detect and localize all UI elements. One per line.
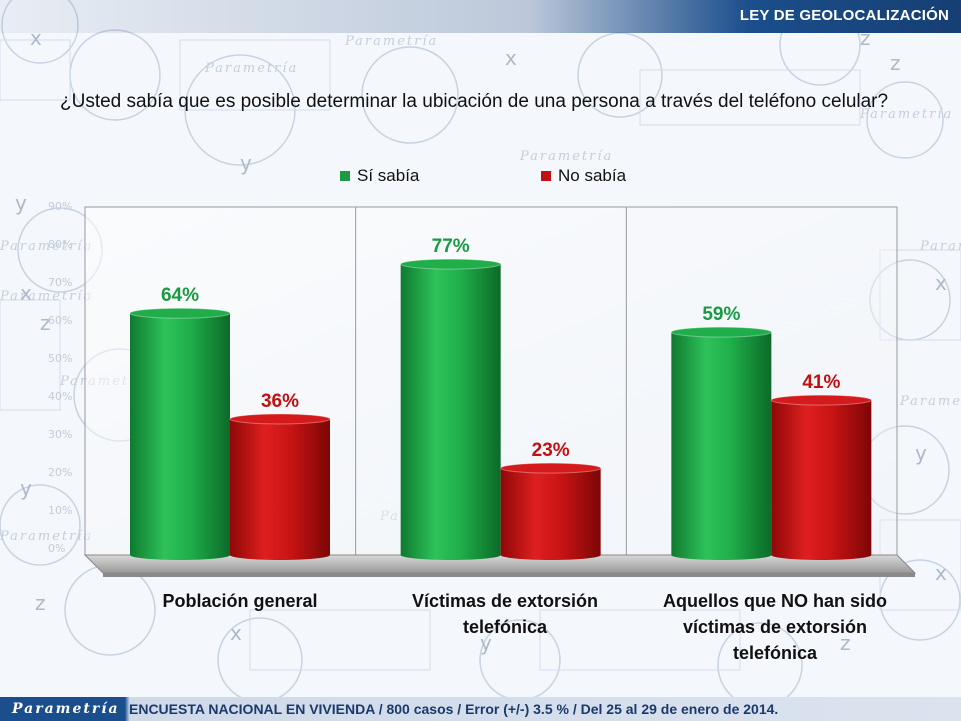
- watermark-tick-label: 10%: [48, 504, 72, 517]
- watermark-tick-label: 90%: [48, 200, 72, 213]
- watermark-box: [179, 39, 331, 111]
- watermark-tick-label: 50%: [48, 352, 72, 365]
- category-label-poblacion-general: Población general: [105, 588, 375, 614]
- watermark-tick-label: 30%: [48, 428, 72, 441]
- data-label: 36%: [261, 391, 299, 412]
- watermark-glyph: z: [40, 311, 51, 335]
- watermark-glyph: x: [505, 46, 517, 70]
- watermark-tick-label: 60%: [48, 314, 72, 327]
- category-label-line: Aquellos que NO han sido: [662, 591, 887, 611]
- bar-body: [671, 332, 772, 560]
- data-label: 23%: [532, 440, 570, 461]
- data-label: 64%: [161, 285, 199, 306]
- bar-cap: [770, 394, 872, 406]
- bar: [400, 258, 502, 560]
- data-label: 41%: [802, 372, 840, 393]
- bar-cap: [229, 413, 331, 425]
- legend-item-no-sabia: No sabía: [541, 166, 626, 186]
- watermark-tick-label: 80%: [48, 238, 72, 251]
- watermark-brand: Parametría: [919, 239, 961, 254]
- watermark-brand: Parametría: [899, 394, 961, 409]
- watermark-glyph: x: [20, 281, 32, 305]
- chart-legend: Sí sabía No sabía: [0, 166, 961, 188]
- bar-cap: [129, 307, 231, 319]
- watermark-glyph: z: [860, 26, 871, 50]
- data-label: 59%: [702, 304, 740, 325]
- watermark-glyph: z: [890, 51, 901, 75]
- watermark-circle: [0, 484, 81, 566]
- bar: [129, 307, 231, 560]
- category-label-no-victimas: Aquellos que NO han sido víctimas de ext…: [640, 588, 910, 666]
- watermark-glyph: x: [230, 621, 242, 645]
- watermark-brand: Parametría: [0, 529, 93, 544]
- watermark-glyph: x: [935, 561, 947, 585]
- bar: [670, 326, 772, 560]
- bar-cap: [500, 462, 602, 474]
- watermark-tick-label: 40%: [48, 390, 72, 403]
- watermark-circle: [866, 81, 944, 159]
- header-bar: [0, 0, 961, 33]
- brand-logo: Parametría: [12, 701, 120, 717]
- legend-label: No sabía: [558, 166, 627, 185]
- legend-swatch-green: [340, 171, 350, 181]
- category-label-line: Población general: [162, 591, 318, 611]
- chart-floor-edge: [103, 573, 915, 577]
- category-label-line: telefónica: [462, 617, 548, 637]
- footer-bar: [0, 697, 961, 721]
- watermark-glyph: y: [915, 441, 927, 465]
- legend-label: Sí sabía: [357, 166, 420, 185]
- watermark-glyph: y: [240, 151, 252, 175]
- watermark-box: [0, 299, 61, 411]
- watermark-box: [0, 39, 71, 101]
- bar: [500, 462, 602, 560]
- watermark-glyph: y: [480, 631, 492, 655]
- category-label-victimas: Víctimas de extorsión telefónica: [375, 588, 635, 640]
- bars: [129, 258, 872, 560]
- watermark-tick-label: 20%: [48, 466, 72, 479]
- watermark-brand: Parametría: [344, 34, 438, 49]
- watermark-circle: [361, 46, 459, 144]
- bar-body: [400, 264, 501, 560]
- watermark-tick-label: 70%: [48, 276, 72, 289]
- watermark-brand: Parametría: [519, 149, 613, 164]
- bar-body: [500, 468, 601, 560]
- watermark-brand: Parametría: [859, 107, 953, 122]
- category-label-line: Víctimas de extorsión: [411, 591, 599, 611]
- bar: [229, 413, 331, 560]
- watermark-tick-label: 0%: [48, 542, 65, 555]
- bar: [770, 394, 872, 560]
- watermark-glyph: z: [35, 591, 46, 615]
- watermark-glyph: y: [20, 476, 32, 500]
- category-label-line: telefónica: [732, 643, 818, 663]
- watermark-brand: Parametría: [0, 239, 93, 254]
- watermark-box: [539, 609, 741, 671]
- watermark-box: [249, 609, 431, 671]
- watermark-circle: [577, 32, 663, 118]
- legend-swatch-red: [541, 171, 551, 181]
- data-label: 77%: [432, 236, 470, 257]
- watermark-box: [639, 69, 861, 126]
- bar-body: [230, 419, 330, 560]
- bar-body: [771, 400, 872, 560]
- watermark-brand: Parametría: [0, 289, 93, 304]
- survey-footnote: ENCUESTA NACIONAL EN VIVIENDA / 800 caso…: [129, 701, 779, 717]
- watermark-glyph: y: [15, 191, 27, 215]
- watermark-glyph: z: [840, 631, 851, 655]
- category-label-line: víctimas de extorsión: [682, 617, 868, 637]
- bar-cap: [670, 326, 772, 338]
- watermark-glyph: x: [935, 271, 947, 295]
- bar-cap: [400, 258, 502, 270]
- legend-item-si-sabia: Sí sabía: [340, 166, 419, 186]
- watermark-brand: Parametría: [204, 61, 298, 76]
- survey-question: ¿Usted sabía que es posible determinar l…: [60, 91, 889, 112]
- value-labels: 64% 36% 77% 23% 59% 41%: [161, 236, 840, 461]
- page-title: LEY DE GEOLOCALIZACIÓN: [739, 7, 949, 24]
- bar-body: [130, 313, 230, 560]
